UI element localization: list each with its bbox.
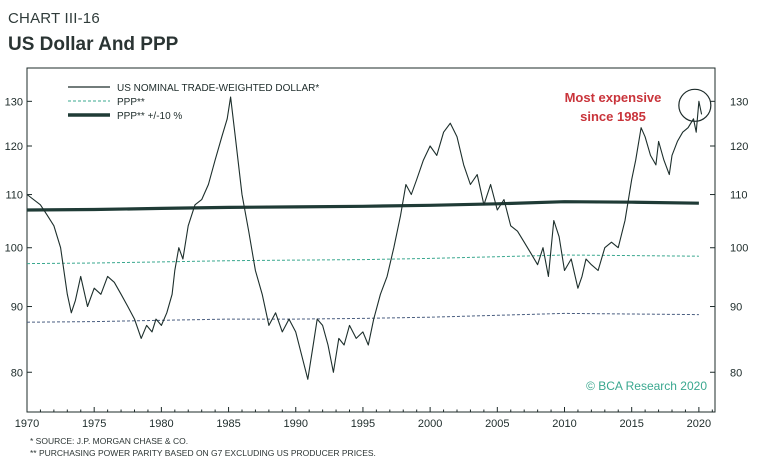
x-tick-label: 2010 (552, 418, 576, 430)
x-tick-label: 1990 (284, 418, 308, 430)
x-tick-label: 1995 (351, 418, 375, 430)
y-tick-label-left: 80 (11, 367, 23, 379)
y-tick-label-left: 120 (5, 141, 23, 153)
chart-title: US Dollar And PPP (8, 34, 179, 55)
annotation: Most expensive since 1985 (565, 88, 712, 124)
x-tick-label: 2020 (687, 418, 711, 430)
x-tick-label: 1985 (216, 418, 240, 430)
legend: US NOMINAL TRADE-WEIGHTED DOLLAR* PPP** PP… (68, 83, 319, 122)
annotation-line-2: since 1985 (580, 109, 646, 124)
x-tick-label: 2000 (418, 418, 442, 430)
x-tick-label: 1980 (149, 418, 173, 430)
y-tick-label-right: 120 (730, 141, 748, 153)
series-line-dollar (26, 96, 703, 380)
series-layer (26, 96, 703, 380)
legend-label-ppp-thick: PPP** +/-10 % (117, 111, 182, 122)
annotation-circle (678, 88, 712, 122)
chart-label: CHART III-16 (8, 10, 100, 27)
watermark-text: © BCA Research 2020 (586, 379, 707, 393)
footnote-ppp: ** PURCHASING POWER PARITY BASED ON G7 E… (30, 448, 376, 458)
y-tick-label-right: 130 (730, 96, 748, 108)
x-tick-label: 2005 (485, 418, 509, 430)
y-axis-left: 80 90 100 110 120 130 (5, 96, 32, 379)
y-axis-right: 80 90 100 110 120 130 (710, 96, 748, 379)
annotation-line-1: Most expensive (565, 90, 662, 105)
y-tick-label-left: 130 (5, 96, 23, 108)
y-tick-label-right: 100 (730, 243, 748, 255)
series-line-ppp-lower (26, 312, 699, 323)
y-tick-label-left: 100 (5, 243, 23, 255)
series-line-ppp (26, 254, 699, 265)
y-tick-label-right: 90 (730, 302, 742, 314)
plot-frame (26, 67, 716, 413)
y-tick-label-right: 110 (730, 190, 748, 202)
legend-label-ppp: PPP** (117, 97, 145, 108)
y-tick-label-left: 90 (11, 302, 23, 314)
legend-label-dollar: US NOMINAL TRADE-WEIGHTED DOLLAR* (117, 83, 319, 94)
x-tick-label: 1970 (15, 418, 39, 430)
y-tick-label-right: 80 (730, 367, 742, 379)
y-tick-label-left: 110 (5, 190, 23, 202)
x-axis: 1970 1975 1980 1985 1990 1995 2000 2005 2010 2015… (15, 407, 713, 430)
x-tick-label: 1975 (82, 418, 106, 430)
footnote-source: * SOURCE: J.P. MORGAN CHASE & CO. (30, 436, 189, 446)
plot-border (26, 67, 716, 413)
series-line-ppp-upper (26, 200, 699, 212)
x-tick-label: 2015 (619, 418, 643, 430)
